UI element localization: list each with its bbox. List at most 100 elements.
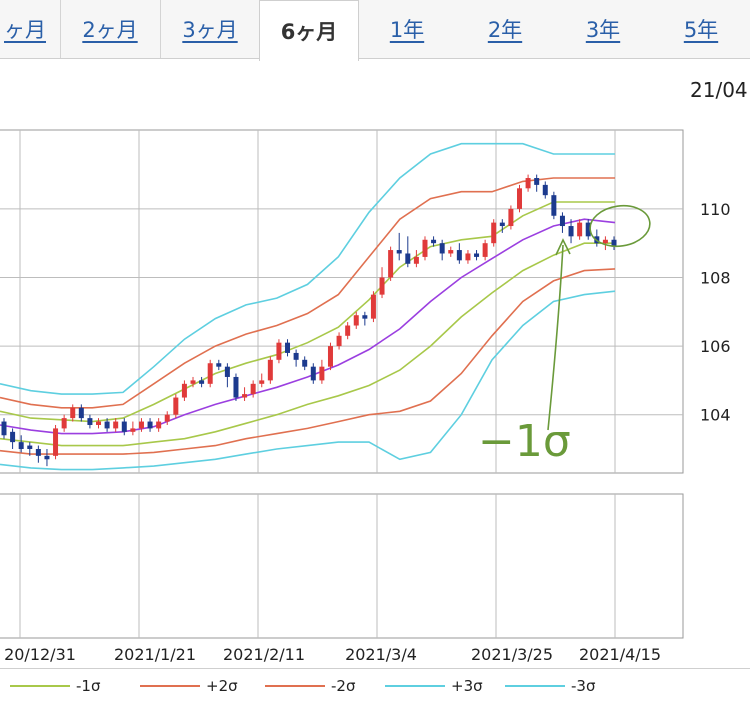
current-date-label: 21/04 [690, 78, 748, 102]
legend-minus2sigma: -2σ [265, 677, 355, 695]
candle-body [439, 243, 445, 254]
candle-body [362, 315, 368, 319]
price-chart: 104 106 108 110 20/12/31 2021/1/21 2021/2/11 20… [0, 129, 731, 664]
y-tick-label: 110 [700, 200, 731, 219]
candle-body [482, 243, 488, 257]
x-tick-label: 20/12/31 [4, 645, 76, 664]
tab-2-years[interactable]: 2年 [487, 18, 523, 42]
moving-average-line [0, 218, 616, 435]
legend: -1σ +2σ -2σ +3σ -3σ [0, 668, 750, 715]
candle-body [53, 428, 59, 456]
candle-body [44, 455, 50, 460]
y-tick-label: 108 [700, 268, 731, 287]
period-tabs: ヶ月 2ヶ月 3ヶ月 6ヶ月 1年 2年 3年 5年 [0, 0, 750, 61]
candle-body [491, 222, 497, 244]
candle-body [525, 178, 531, 189]
candle-body [35, 448, 41, 456]
tab-6-months[interactable]: 6ヶ月 [259, 0, 359, 61]
candle-body [27, 445, 33, 449]
candle-body [216, 363, 222, 367]
candle-body [611, 239, 617, 247]
candle-body [173, 397, 179, 415]
x-tick-label: 2021/4/15 [579, 645, 661, 664]
candle-body [96, 421, 102, 425]
candle-body [413, 256, 419, 264]
candle-body [242, 394, 248, 398]
candle-body [370, 294, 376, 319]
candle-body [327, 346, 333, 367]
candle-body [499, 222, 505, 227]
legend-minus3sigma: -3σ [505, 677, 595, 695]
minus1sigma-line [0, 242, 615, 447]
candle-body [78, 407, 84, 419]
candle-body [577, 222, 583, 237]
candle-body [250, 383, 256, 395]
candle-body [18, 442, 24, 449]
candle-body [568, 226, 574, 237]
annotation-text: −1σ [478, 416, 571, 467]
candle-body [121, 421, 127, 432]
candle-body [516, 188, 522, 209]
legend-minus1sigma: -1σ [10, 677, 100, 695]
candle-body [422, 239, 428, 257]
x-tick-label: 2021/3/25 [471, 645, 553, 664]
tab-1-month[interactable]: ヶ月 [0, 0, 61, 58]
candle-body [345, 325, 351, 336]
minus3sigma-line [0, 290, 616, 471]
candle-body [465, 253, 471, 261]
tab-2-months[interactable]: 2ヶ月 [60, 0, 161, 58]
candle-body [138, 421, 144, 429]
candle-body [336, 335, 342, 347]
plus2sigma-line [0, 177, 615, 409]
candle-body [559, 215, 565, 227]
candle-body [396, 250, 402, 254]
candle-body [293, 352, 299, 360]
minus2sigma-line [0, 268, 616, 455]
candle-body [199, 380, 205, 384]
candle-body [147, 421, 153, 429]
candle-body [448, 250, 454, 254]
candle-body [405, 253, 411, 264]
annotation-circle [589, 204, 651, 248]
candle-body [181, 383, 187, 398]
candle-body [474, 253, 480, 257]
legend-plus2sigma: +2σ [140, 677, 238, 695]
candle-body [10, 431, 16, 443]
candle-body [276, 342, 282, 360]
candle-body [542, 184, 548, 196]
candle-body [388, 250, 394, 278]
candle-body [379, 277, 385, 295]
candle-body [61, 418, 67, 429]
x-tick-label: 2021/2/11 [223, 645, 305, 664]
tab-5-years[interactable]: 5年 [683, 18, 719, 42]
candle-body [113, 421, 119, 429]
candle-body [508, 208, 514, 227]
tab-3-years[interactable]: 3年 [585, 18, 621, 42]
candle-body [156, 421, 162, 429]
candle-body [70, 407, 76, 419]
candle-body [224, 366, 230, 377]
candle-body [259, 380, 265, 384]
candle-body [302, 359, 308, 367]
legend-plus3sigma: +3σ [385, 677, 483, 695]
candle-body [551, 195, 557, 216]
candle-body [1, 421, 7, 436]
annotation-arrow-head [555, 238, 571, 256]
candle-body [353, 315, 359, 326]
x-tick-label: 2021/1/21 [114, 645, 196, 664]
tab-1-year[interactable]: 1年 [389, 18, 425, 42]
candle-body [190, 380, 196, 384]
candle-body [87, 418, 93, 425]
candle-body [431, 239, 437, 244]
candle-body [267, 359, 273, 381]
candle-body [602, 239, 608, 244]
annotation-arrow-line [547, 244, 564, 431]
candle-body [233, 376, 239, 398]
candle-body [207, 363, 213, 384]
x-tick-label: 2021/3/4 [345, 645, 417, 664]
candle-body [104, 421, 110, 429]
candle-body [164, 414, 170, 422]
candle-body [319, 366, 325, 381]
candle-body [534, 178, 540, 185]
y-tick-label: 106 [700, 337, 731, 356]
